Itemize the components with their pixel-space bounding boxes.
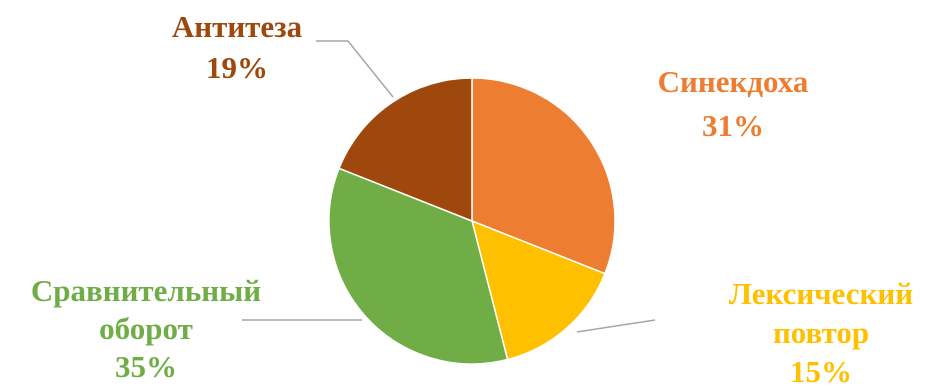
data-label-category: Лексический [729, 276, 913, 311]
data-label-category: Синекдоха [658, 64, 809, 99]
data-label-category: Антитеза [172, 9, 303, 44]
leader-line-антитеза [316, 40, 394, 98]
data-labels-layer: Синекдоха 31% Лексический повтор 15% Сравните… [31, 9, 913, 389]
leader-lines-layer [242, 40, 656, 333]
data-label-category: Сравнительный [31, 273, 261, 308]
data-label-category: повтор [773, 315, 869, 350]
pie-slice-синекдоха [471, 77, 616, 275]
pie-slice-сравнительный-оборот [328, 167, 509, 365]
data-label-percent: 35% [115, 349, 177, 384]
pie-slice-лексический-повтор [470, 219, 606, 361]
data-label-синекдоха: Синекдоха 31% [658, 64, 809, 143]
pie-slice-антитеза [338, 77, 473, 223]
data-label-percent: 19% [206, 50, 268, 85]
slices-layer [328, 77, 616, 365]
leader-line-лексический-повтор [576, 319, 656, 333]
data-label-лексический-повтор: Лексический повтор 15% [729, 276, 913, 389]
data-label-category: оборот [99, 311, 193, 346]
data-label-percent: 15% [790, 354, 852, 387]
data-label-антитеза: Антитеза 19% [172, 9, 303, 85]
data-label-percent: 31% [702, 108, 764, 143]
